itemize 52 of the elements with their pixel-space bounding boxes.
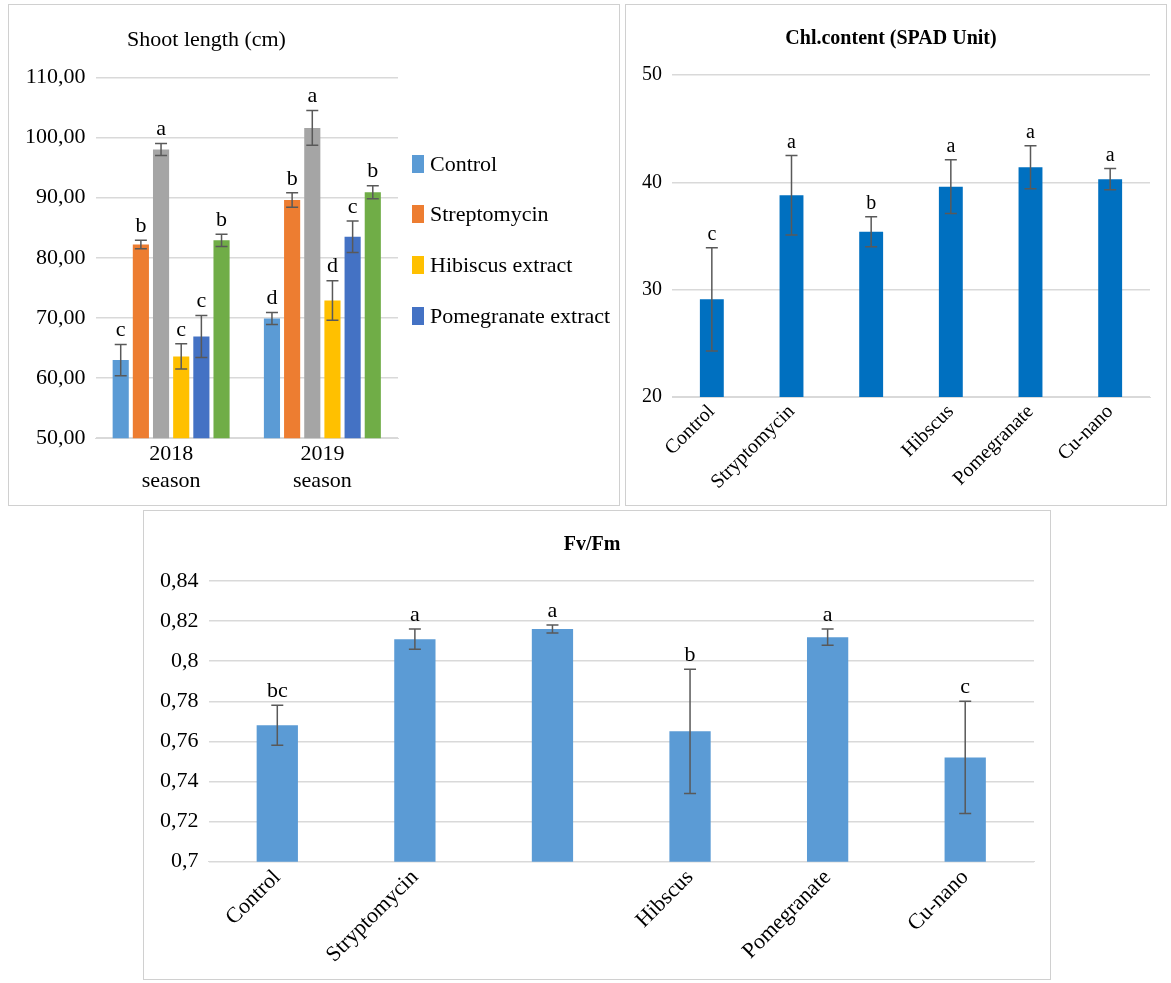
data-label: b — [684, 640, 696, 666]
data-label: a — [1105, 142, 1115, 165]
y-tick-label: 0,72 — [160, 807, 199, 833]
y-tick-label: 110,00 — [25, 63, 86, 89]
y-tick-label: 40 — [642, 169, 662, 192]
data-label: d — [266, 284, 278, 310]
chart-title: Fv/Fm — [563, 532, 621, 555]
y-tick-label: 0,78 — [160, 687, 199, 713]
y-tick-label: 0,84 — [160, 566, 199, 592]
data-label: a — [307, 82, 318, 108]
data-label: b — [367, 157, 379, 183]
legend-label: Pomegranate extract — [430, 301, 611, 330]
y-tick-label: 80,00 — [36, 243, 86, 269]
y-tick-label: 50 — [642, 62, 662, 85]
data-label: b — [135, 212, 147, 238]
y-tick-label: 30 — [642, 276, 662, 299]
data-label: d — [326, 252, 338, 278]
y-tick-label: 20 — [642, 384, 662, 407]
data-label: b — [286, 164, 298, 190]
y-tick-label: 60,00 — [36, 363, 86, 389]
y-tick-label: 0,8 — [171, 646, 199, 672]
data-label: a — [156, 115, 167, 141]
y-tick-label: 100,00 — [25, 123, 86, 149]
x-tick-label: 2018 season — [141, 440, 201, 492]
legend-label: Hibiscus extract — [430, 251, 573, 279]
data-label: c — [707, 222, 717, 245]
y-tick-label: 70,00 — [36, 303, 86, 329]
data-label: a — [787, 129, 797, 152]
data-label: c — [176, 315, 187, 341]
y-tick-label: 0,7 — [171, 847, 199, 873]
chart-title: Shoot length (cm) — [127, 25, 286, 51]
data-label: a — [547, 596, 558, 622]
y-tick-label: 0,74 — [160, 767, 199, 793]
data-label: a — [409, 600, 420, 626]
data-label: c — [960, 673, 971, 699]
legend-label: Control — [430, 149, 498, 178]
y-tick-label: 50,00 — [36, 423, 86, 449]
data-label: a — [822, 600, 833, 626]
data-label: a — [946, 134, 956, 157]
x-tick-label: 2019 season — [293, 440, 352, 492]
legend-label: Streptomycin — [430, 200, 549, 229]
data-label: b — [866, 190, 877, 213]
data-label: c — [196, 287, 207, 313]
y-tick-label: 0,82 — [160, 606, 199, 632]
data-label: c — [115, 316, 126, 342]
data-label: a — [1026, 120, 1036, 143]
data-label: c — [347, 192, 358, 218]
data-label: b — [216, 206, 228, 232]
y-tick-label: 90,00 — [36, 183, 86, 209]
y-tick-label: 0,76 — [160, 727, 199, 753]
chart-title: Chl.content (SPAD Unit) — [785, 26, 997, 50]
data-label: bc — [266, 677, 288, 703]
